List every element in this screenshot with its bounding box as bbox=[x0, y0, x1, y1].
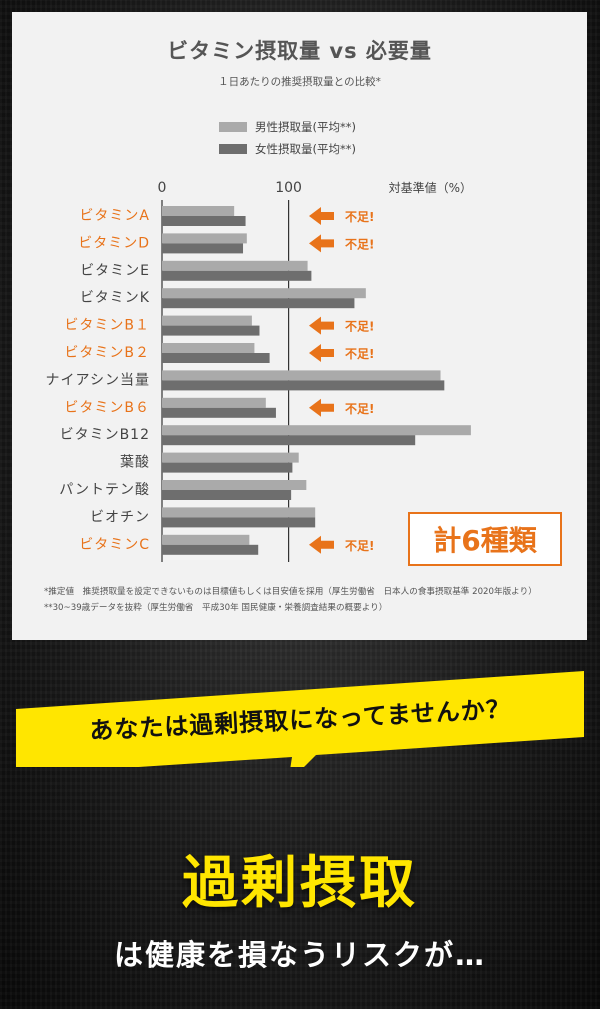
deficient-arrow-icon bbox=[309, 316, 334, 335]
headline: 過剰摂取 bbox=[182, 851, 418, 916]
speech-bubble bbox=[16, 671, 584, 767]
legend-item-male: 男性摂取量(平均**) bbox=[219, 116, 356, 138]
category-label: ビタミンB６ bbox=[64, 400, 150, 416]
x-tick-100: 100 bbox=[275, 180, 302, 196]
bar-female bbox=[162, 325, 260, 336]
deficient-label: 不足! bbox=[345, 320, 374, 334]
bar-chart: 0 100 対基準値（%） ビタミンA 不足! ビタミンD 不足! ビタミンE ビタミンK ビタミ… bbox=[46, 180, 562, 566]
legend-item-female: 女性摂取量(平均**) bbox=[219, 138, 356, 160]
deficient-arrow-icon bbox=[309, 234, 334, 253]
count-badge bbox=[408, 512, 562, 566]
count-badge-text: 計6種類 bbox=[433, 524, 537, 557]
category-label: ビタミンD bbox=[78, 235, 150, 251]
chart-title: ビタミン摂取量 vs 必要量 bbox=[167, 39, 432, 63]
legend-label-female: 女性摂取量(平均**) bbox=[255, 142, 356, 156]
bar-male bbox=[162, 397, 266, 408]
bar-female bbox=[162, 435, 416, 446]
deficient-label: 不足! bbox=[345, 539, 374, 553]
bar-male bbox=[162, 288, 366, 299]
bar-female bbox=[162, 270, 312, 281]
x-axis-label: 対基準値（%） bbox=[389, 180, 472, 195]
deficient-label: 不足! bbox=[345, 347, 374, 361]
bar-female bbox=[162, 380, 445, 391]
bar-male bbox=[162, 343, 255, 353]
bar-male bbox=[162, 233, 247, 244]
category-label: ナイアシン当量 bbox=[46, 372, 150, 388]
chart-legend: 男性摂取量(平均**) 女性摂取量(平均**) bbox=[219, 116, 356, 160]
category-label: ビタミンE bbox=[80, 263, 150, 279]
deficient-label: 不足! bbox=[345, 402, 374, 416]
subline: は健康を損なうリスクが… bbox=[113, 938, 486, 972]
bar-female bbox=[162, 544, 259, 555]
category-label: パントテン酸 bbox=[59, 482, 150, 498]
bar-female bbox=[162, 216, 246, 226]
category-label: 葉酸 bbox=[120, 455, 150, 471]
footnote-2: **30~39歳データを抜粋（厚生労働省 平成30年 国民健康・栄養調査結果の概… bbox=[44, 603, 388, 613]
footnote-1: *推定値 推奨摂取量を設定できないものは目標値もしくは目安値を採用（厚生労働省 … bbox=[44, 587, 537, 597]
bar-male bbox=[162, 452, 299, 463]
deficient-arrow-icon bbox=[309, 398, 334, 417]
deficient-arrow-icon bbox=[309, 207, 334, 225]
bar-female bbox=[162, 353, 270, 363]
bar-female bbox=[162, 462, 293, 473]
legend-swatch-male bbox=[219, 122, 247, 132]
deficient-arrow-icon bbox=[309, 535, 334, 554]
deficient-label: 不足! bbox=[345, 210, 374, 224]
deficient-label: 不足! bbox=[345, 237, 374, 251]
deficient-arrow-icon bbox=[309, 344, 334, 362]
bar-female bbox=[162, 407, 276, 418]
bar-female bbox=[162, 490, 292, 500]
bar-female bbox=[162, 243, 244, 254]
bar-male bbox=[162, 260, 308, 271]
category-label: ビタミンK bbox=[80, 290, 150, 306]
category-label: ビタミンC bbox=[79, 537, 150, 553]
bar-male bbox=[162, 315, 252, 326]
bar-male bbox=[162, 534, 250, 545]
bar-male bbox=[162, 370, 441, 381]
category-label: ビタミンA bbox=[79, 208, 150, 224]
bar-male bbox=[162, 206, 235, 216]
x-tick-0: 0 bbox=[158, 180, 167, 196]
category-label: ビタミンB１ bbox=[64, 318, 150, 334]
category-label: ビタミンB12 bbox=[60, 427, 150, 443]
legend-swatch-female bbox=[219, 144, 247, 154]
legend-label-male: 男性摂取量(平均**) bbox=[255, 120, 356, 134]
bar-male bbox=[162, 480, 307, 490]
bar-male bbox=[162, 425, 471, 436]
bar-female bbox=[162, 517, 316, 528]
category-label: ビオチン bbox=[90, 509, 150, 525]
chart-subtitle: １日あたりの推奨摂取量との比較* bbox=[218, 76, 381, 88]
bar-female bbox=[162, 298, 355, 309]
chart-card: ビタミン摂取量 vs 必要量 １日あたりの推奨摂取量との比較* 男性摂取量(平均… bbox=[12, 12, 587, 640]
category-label: ビタミンB２ bbox=[64, 345, 150, 361]
bar-male bbox=[162, 507, 316, 518]
